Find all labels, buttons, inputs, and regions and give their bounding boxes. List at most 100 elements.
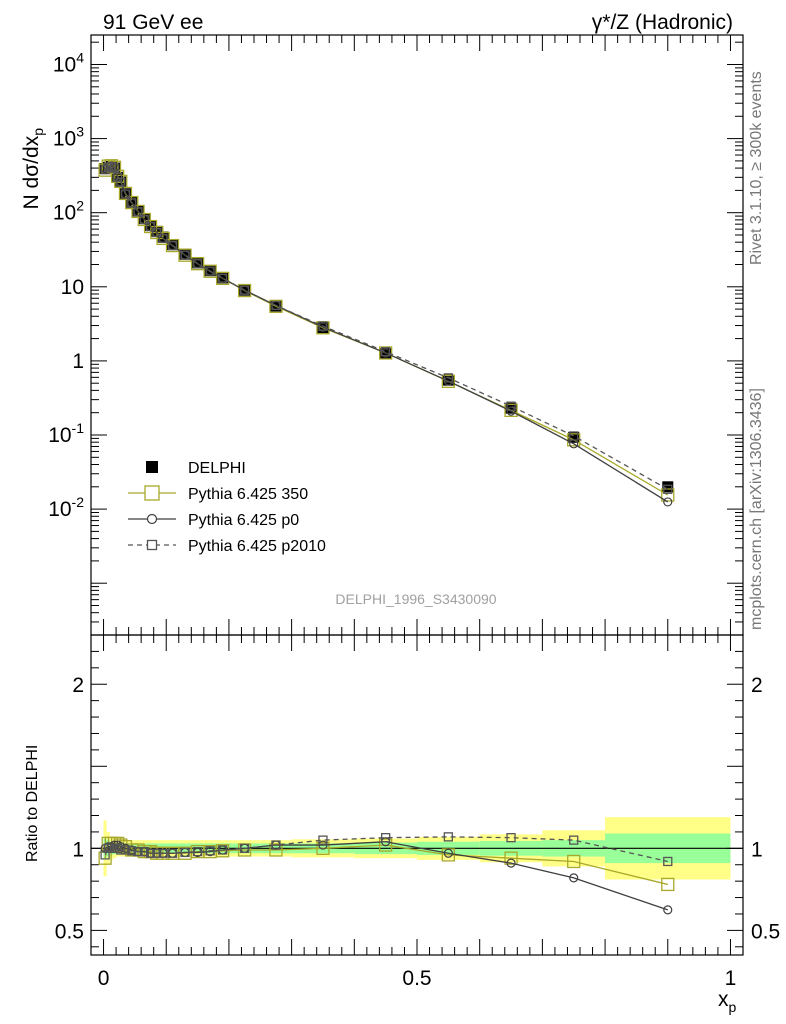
p2010-point: [152, 227, 162, 238]
legend-label: DELPHI: [188, 460, 246, 477]
p2010-point: [100, 165, 110, 175]
p2010-point: [145, 221, 156, 232]
p2010-point: [318, 321, 328, 331]
p2010-point: [112, 172, 123, 182]
p0-point: [506, 406, 516, 416]
py350-point: [178, 248, 192, 262]
rivet-version-text: Rivet 3.1.10, ≥ 300k events: [748, 71, 765, 265]
py350-point: [504, 851, 518, 865]
ratio-y-tick-label: 2: [72, 674, 84, 697]
p2010-point: [103, 162, 113, 172]
x-tick-label: 0.5: [402, 967, 431, 990]
p2010-point: [127, 846, 137, 856]
legend-marker-p2010: [146, 539, 158, 551]
p2010-point: [152, 848, 162, 858]
x-tick-label: 1: [725, 967, 737, 990]
py350-point: [269, 843, 283, 857]
main-y-tick-label: 103: [53, 124, 84, 151]
py350-point: [379, 838, 393, 852]
p2010-point: [239, 843, 250, 853]
p2010-point: [158, 848, 168, 858]
legend-marker-delphi: [146, 461, 158, 473]
main-y-tick-label: 104: [53, 49, 84, 76]
legend-label: Pythia 6.425 350: [188, 486, 308, 503]
p2010-line: [104, 165, 669, 490]
legend-label: Pythia 6.425 p2010: [188, 538, 326, 555]
p0-point: [318, 840, 328, 850]
p2010-point: [180, 847, 190, 858]
py350-point: [661, 877, 675, 892]
ratio-y-tick-label: 1: [72, 838, 84, 861]
p2010-point: [192, 846, 203, 857]
main-y-tick-label: 102: [53, 198, 84, 225]
p2010-point: [145, 848, 156, 858]
delphi-point: [380, 348, 392, 360]
delphi-point: [442, 374, 454, 386]
ratio-y-tick-label-right: 0.5: [751, 920, 780, 943]
p2010-point: [381, 347, 391, 357]
main-y-tick-label: 10: [61, 276, 84, 299]
p2010-point: [271, 840, 281, 850]
p2010-point: [167, 240, 178, 251]
p2010-point: [180, 250, 190, 260]
p0-point: [663, 905, 673, 915]
py350-line: [104, 165, 669, 496]
main-panel: 10-2 10-1 1 10 102 103 104: [48, 34, 744, 636]
legend-marker-p0: [146, 513, 158, 525]
x-axis-title: xp: [718, 988, 737, 1015]
p2010-point: [443, 373, 453, 383]
ratio-panel: 0 0.5 1 0.5 0.5 1 1 2 2: [55, 35, 780, 990]
x-axis-title-main: x: [718, 988, 729, 1011]
p2010-point: [133, 846, 143, 857]
p2010-point: [127, 198, 137, 208]
p0-point: [569, 873, 579, 883]
py350-point: [441, 374, 455, 388]
py350-point: [237, 283, 252, 298]
p2010-point: [158, 233, 168, 244]
x-axis-title-sub: p: [729, 999, 737, 1015]
ratio-frame: [90, 634, 744, 956]
py350-point: [379, 346, 393, 360]
p2010-point: [569, 431, 579, 441]
p2010-point: [106, 161, 117, 172]
delphi-point: [568, 431, 580, 443]
header-left-label: 91 GeV ee: [103, 11, 203, 34]
ratio-y-axis-title: Ratio to DELPHI: [24, 745, 41, 862]
py350-point: [316, 841, 330, 855]
py350-point: [156, 231, 170, 246]
p2010-point: [116, 177, 126, 187]
p2010-point: [569, 835, 579, 845]
p2010-point: [116, 845, 126, 855]
p2010-point: [443, 832, 453, 842]
main-y-tick-label: 1: [72, 350, 84, 373]
p2010-point: [139, 846, 149, 857]
p2010-point: [318, 835, 328, 845]
legend: DELPHI Pythia 6.425 350 Pythia 6.425 p0 Pyt…: [128, 460, 326, 555]
py350-point: [203, 264, 217, 278]
p2010-point: [663, 484, 673, 494]
py350-point: [567, 854, 581, 869]
watermark-analysis-name: DELPHI_1996_S3430090: [335, 591, 496, 607]
p0-line: [104, 165, 669, 503]
py350-point: [661, 488, 675, 502]
py350-point: [269, 299, 283, 313]
p2010-point: [139, 214, 149, 225]
p2010-point: [205, 266, 215, 276]
delphi-point: [662, 481, 674, 493]
p2010-point: [506, 833, 516, 843]
p2010-point: [167, 848, 178, 858]
ratio-y-tick-label-right: 2: [751, 674, 763, 697]
p2010-line: [104, 836, 668, 863]
delphi-point: [167, 239, 178, 251]
p2010-point: [192, 258, 203, 269]
p2010-point: [109, 163, 120, 173]
main-y-tick-label: 10-1: [48, 420, 84, 447]
p2010-point: [218, 273, 228, 283]
p2010-point: [205, 846, 215, 856]
delphi-point: [179, 248, 191, 260]
p2010-point: [218, 845, 228, 855]
p2010-point: [239, 285, 250, 295]
p2010-point: [120, 845, 131, 855]
p2010-point: [100, 850, 110, 860]
